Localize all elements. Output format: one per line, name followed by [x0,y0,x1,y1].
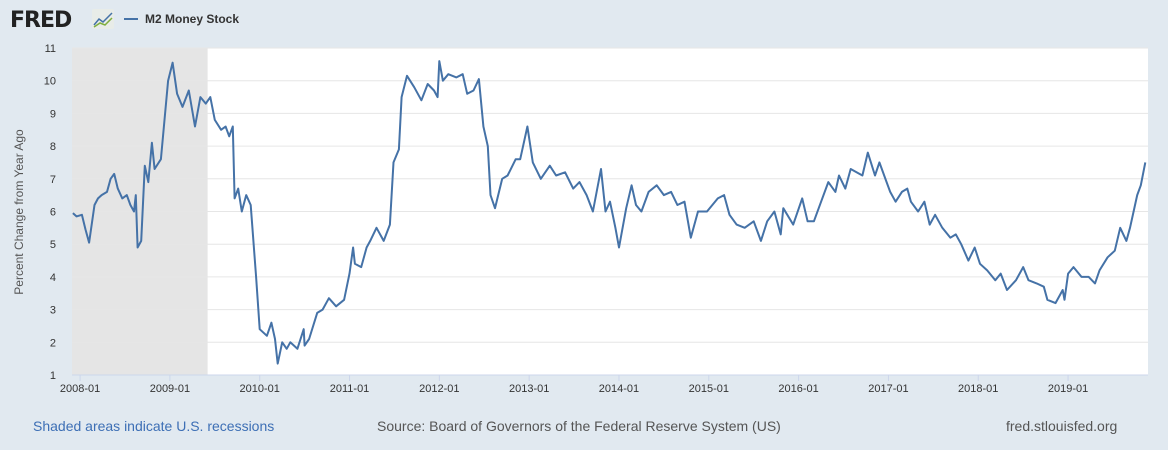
recession-note-link[interactable]: Shaded areas indicate U.S. recessions [33,418,275,434]
chart-legend: M2 Money Stock [124,12,239,26]
x-tick-label: 2008-01 [60,383,100,395]
x-tick-label: 2018-01 [958,383,998,395]
x-axis-ticks: 2008-01 2009-01 2010-01 2011-01 2012-01 2013-… [60,375,1088,395]
x-tick-label: 2012-01 [419,383,459,395]
y-tick-label: 4 [50,272,56,284]
y-tick-label: 11 [45,43,56,55]
x-tick-label: 2015-01 [689,383,729,395]
y-axis-label: Percent Change from Year Ago [12,129,26,295]
fred-logo-graph-icon [92,9,114,29]
x-tick-label: 2019-01 [1048,383,1088,395]
y-tick-label: 10 [44,76,56,88]
y-tick-label: 6 [50,207,56,219]
site-link[interactable]: fred.stlouisfed.org [1006,418,1118,434]
y-tick-label: 3 [50,305,56,317]
y-tick-label: 5 [50,239,56,251]
y-tick-label: 7 [50,174,56,186]
y-axis-ticks: 1 2 3 4 5 6 7 8 9 10 11 [44,43,56,382]
y-tick-label: 2 [50,337,56,349]
x-tick-label: 2011-01 [330,383,370,395]
y-tick-label: 9 [50,108,56,120]
x-tick-label: 2013-01 [509,383,549,395]
y-tick-label: 1 [50,370,56,382]
y-tick-label: 8 [50,141,56,153]
x-tick-label: 2017-01 [868,383,908,395]
source-text: Source: Board of Governors of the Federa… [377,418,781,434]
x-tick-label: 2016-01 [778,383,818,395]
legend-line-swatch [124,18,138,20]
x-tick-label: 2009-01 [150,383,190,395]
x-tick-label: 2014-01 [599,383,639,395]
fred-logo[interactable]: FRED [10,8,72,33]
legend-label: M2 Money Stock [145,12,240,26]
line-chart: 1 2 3 4 5 6 7 8 9 10 11 2008-01 2009-01 2010-01 2011-… [12,43,1148,395]
series-line-m2 [72,60,1147,365]
x-tick-label: 2010-01 [240,383,280,395]
grid-lines [72,47,1148,343]
